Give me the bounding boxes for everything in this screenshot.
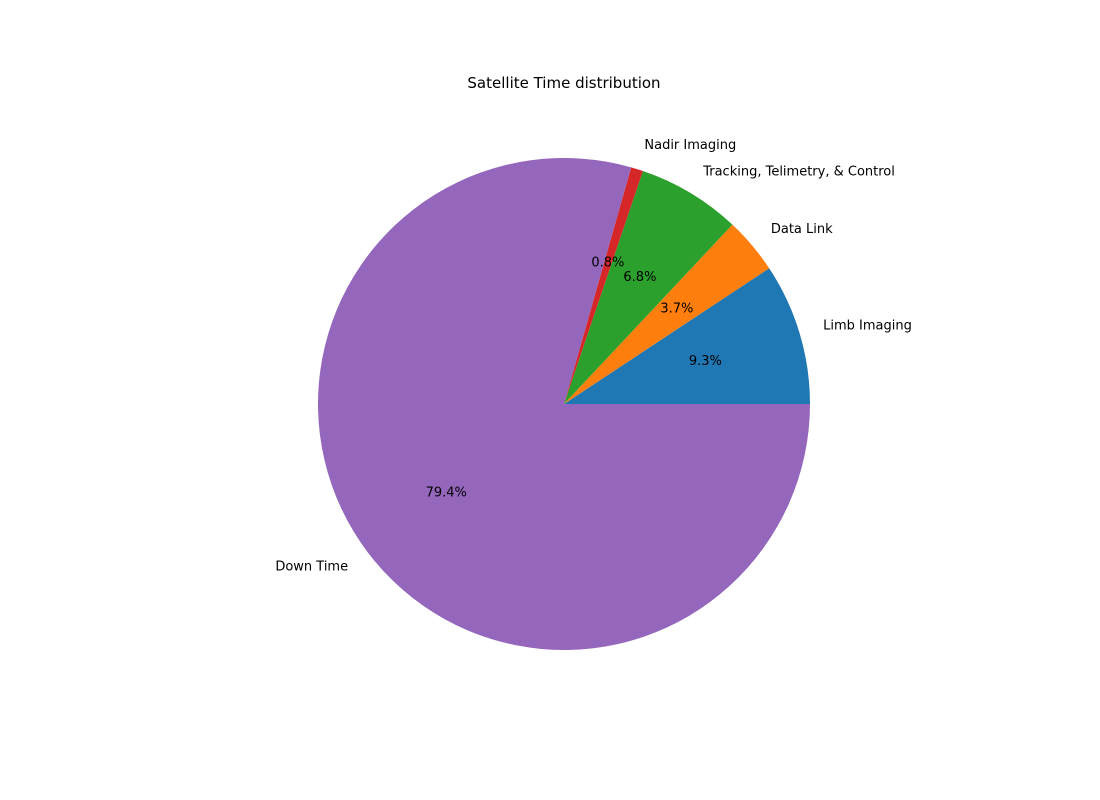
pie-slice-limb-imaging [564, 268, 810, 404]
slice-label-down-time: Down Time [275, 560, 348, 575]
slice-percent-limb-imaging: 9.3% [689, 354, 722, 369]
slice-percent-nadir-imaging: 0.8% [591, 256, 624, 271]
slice-label-data-link: Data Link [771, 222, 833, 237]
pie-slice-tracking-telimetry-control [564, 171, 733, 404]
chart-title: Satellite Time distribution [467, 74, 660, 92]
pie-slice-nadir-imaging [564, 167, 643, 404]
pie-slice-data-link [564, 224, 770, 404]
pie-slice-down-time [317, 157, 810, 650]
slice-label-limb-imaging: Limb Imaging [823, 319, 912, 334]
slice-percent-data-link: 3.7% [660, 301, 693, 316]
slice-label-nadir-imaging: Nadir Imaging [644, 138, 736, 153]
slice-percent-tracking-telimetry-control: 6.8% [623, 270, 656, 285]
slice-label-tracking-telimetry-control: Tracking, Telimetry, & Control [702, 164, 895, 179]
slice-percent-down-time: 79.4% [426, 485, 467, 500]
